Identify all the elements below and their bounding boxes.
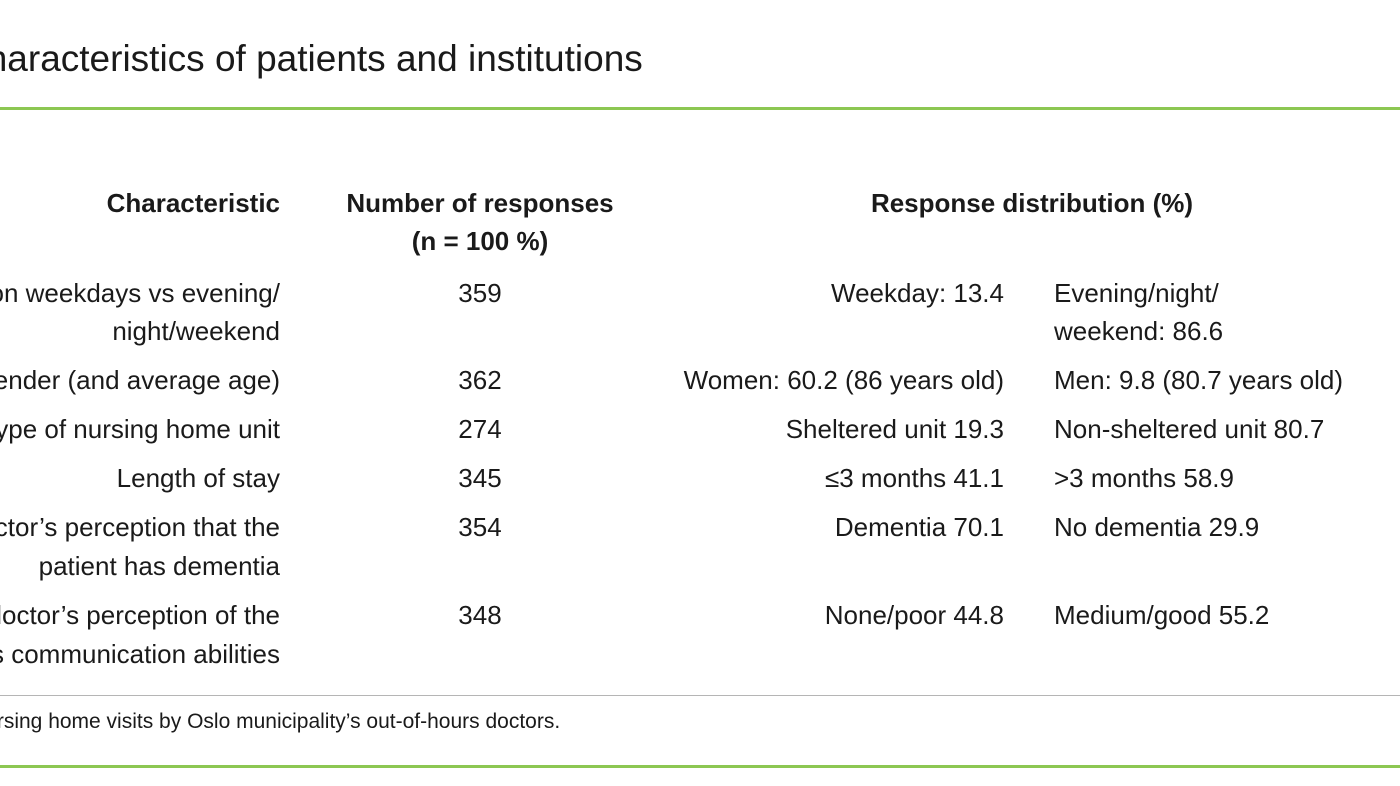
row-3-dist-b: Non-sheltered unit 80.7: [1054, 414, 1325, 444]
row-3-characteristic: Type of nursing home unit: [0, 414, 280, 444]
table-title: Characteristics of patients and institut…: [0, 38, 643, 79]
header-responses-line1: Number of responses: [346, 188, 614, 218]
table-footnote: Nursing home visits by Oslo municipality…: [0, 710, 561, 733]
header-characteristic: Characteristic: [106, 188, 280, 218]
row-4-dist-b: >3 months 58.9: [1054, 463, 1234, 493]
row-1-responses: 359: [458, 278, 502, 308]
row-3-responses: 274: [458, 414, 502, 444]
bottom-green-rule: [0, 765, 1400, 768]
row-5-characteristic-line1: The doctor’s perception that the: [0, 512, 280, 542]
row-5-dist-a: Dementia 70.1: [834, 512, 1004, 542]
row-6-characteristic-line1: The doctor’s perception of the: [0, 600, 280, 630]
row-2-characteristic: Gender (and average age): [0, 365, 280, 395]
row-1-characteristic-line2: night/weekend: [112, 316, 280, 346]
row-1-dist-b-line2: weekend: 86.6: [1054, 316, 1224, 346]
row-2-dist-b: Men: 9.8 (80.7 years old): [1054, 365, 1344, 395]
row-6-characteristic-line2: patient’s communication abilities: [0, 639, 280, 669]
row-5-responses: 354: [458, 512, 502, 542]
row-5-characteristic-line2: patient has dementia: [38, 551, 280, 581]
row-6-responses: 348: [458, 600, 502, 630]
header-responses-line2: (n = 100 %): [411, 226, 549, 256]
row-2-responses: 362: [458, 365, 502, 395]
header-distribution: Response distribution (%): [870, 188, 1194, 218]
row-1-characteristic-line1: Visit on weekdays vs evening/: [0, 278, 280, 308]
row-4-dist-a: ≤3 months 41.1: [824, 463, 1004, 493]
row-6-dist-a: None/poor 44.8: [824, 600, 1004, 630]
row-1-dist-a: Weekday: 13.4: [831, 278, 1004, 308]
row-5-dist-b: No dementia 29.9: [1054, 512, 1260, 542]
row-4-responses: 345: [458, 463, 502, 493]
row-6-dist-b: Medium/good 55.2: [1054, 600, 1270, 630]
table-bottom-rule: [0, 695, 1400, 696]
row-2-dist-a: Women: 60.2 (86 years old): [683, 365, 1004, 395]
row-3-dist-a: Sheltered unit 19.3: [785, 414, 1004, 444]
row-4-characteristic: Length of stay: [116, 463, 280, 493]
top-green-rule: [0, 107, 1400, 110]
row-1-dist-b-line1: Evening/night/: [1054, 278, 1219, 308]
